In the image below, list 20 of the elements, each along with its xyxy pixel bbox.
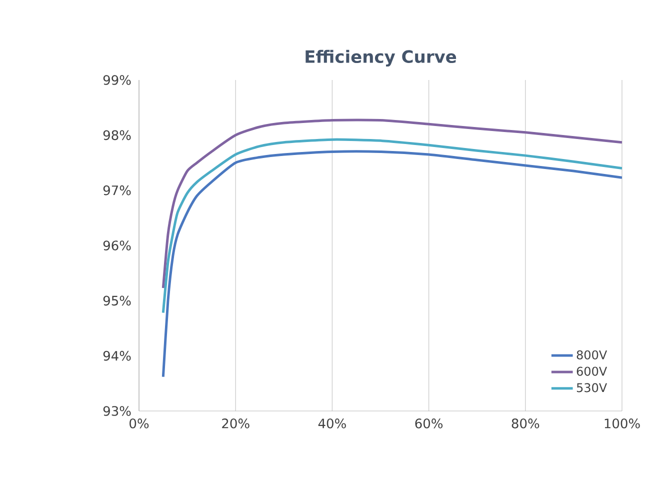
y-tick-label: 94% (103, 350, 131, 361)
y-tick-label: 99% (103, 75, 131, 85)
x-tick-label: 20% (222, 418, 250, 428)
x-tick-label: 60% (415, 418, 443, 428)
line-series (162, 150, 622, 378)
y-tick-label: 96% (103, 240, 131, 250)
legend-label: 800V (576, 350, 608, 360)
y-tick-label: 93% (103, 406, 131, 416)
chart-title: Efficiency Curve (306, 50, 456, 66)
y-tick-label: 97% (103, 185, 131, 196)
legend-label: 600V (576, 366, 608, 376)
y-tick-label: 98% (103, 130, 131, 140)
line-series (162, 138, 622, 314)
line-series (162, 118, 622, 290)
x-tick-label: 0% (130, 418, 149, 428)
y-tick-label: 95% (103, 296, 131, 306)
x-tick-label: 100% (604, 418, 640, 428)
x-tick-label: 80% (512, 418, 540, 428)
legend-label: 530V (576, 383, 608, 392)
x-tick-label: 40% (318, 418, 346, 428)
